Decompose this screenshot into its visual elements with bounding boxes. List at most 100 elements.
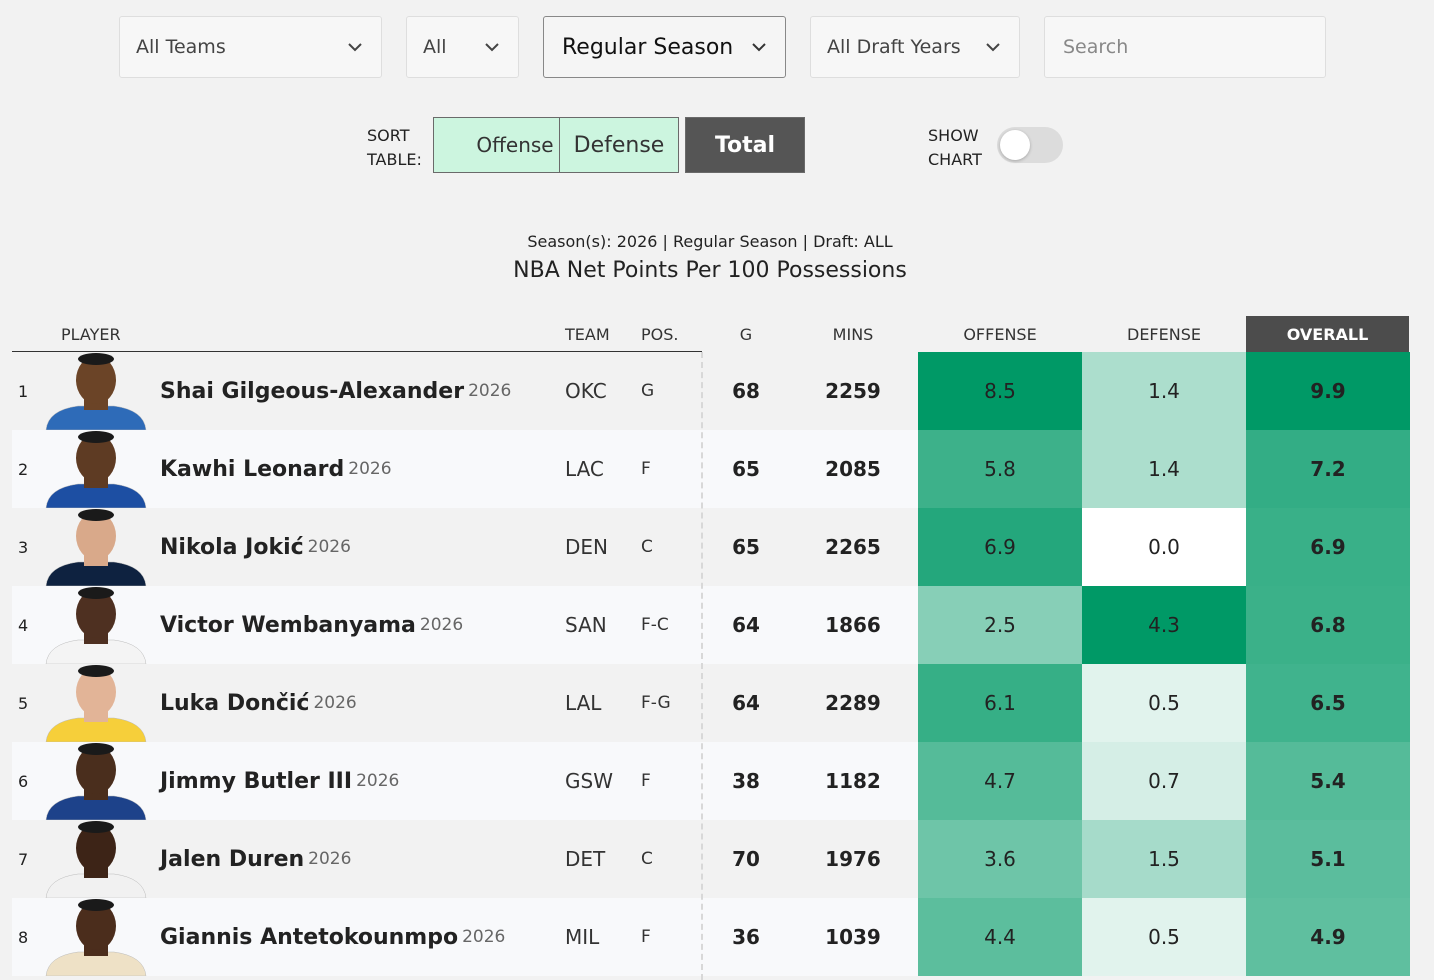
team-filter[interactable]: All Teams xyxy=(119,16,382,78)
rank: 8 xyxy=(18,927,29,947)
rank: 1 xyxy=(18,381,29,401)
position-filter[interactable]: All xyxy=(406,16,519,78)
table-row[interactable]: 8 Giannis Antetokounmpo 2026 MIL F 36 10… xyxy=(12,898,1410,976)
player-year: 2026 xyxy=(462,927,506,947)
overall-value: 6.9 xyxy=(1246,508,1410,586)
player-name[interactable]: Luka Dončić xyxy=(160,690,310,716)
team: DET xyxy=(565,847,606,871)
player-name-cell[interactable]: Shai Gilgeous-Alexander 2026 xyxy=(160,352,511,430)
col-pos[interactable]: POS. xyxy=(641,324,679,344)
col-overall[interactable]: OVERALL xyxy=(1246,316,1409,352)
season-type-filter[interactable]: Regular Season xyxy=(543,16,786,78)
minutes: 1976 xyxy=(825,847,881,871)
player-year: 2026 xyxy=(468,381,512,401)
minutes: 2289 xyxy=(825,691,881,715)
player-name[interactable]: Nikola Jokić xyxy=(160,534,304,560)
draft-filter[interactable]: All Draft Years xyxy=(810,16,1020,78)
player-name-cell[interactable]: Kawhi Leonard 2026 xyxy=(160,430,392,508)
sort-total-button[interactable]: Total xyxy=(685,117,805,173)
player-headshot xyxy=(38,352,154,430)
games: 70 xyxy=(732,847,760,871)
defense-value: 0.0 xyxy=(1082,508,1246,586)
team: MIL xyxy=(565,925,600,949)
season-type-filter-value: Regular Season xyxy=(562,34,734,60)
minutes: 1182 xyxy=(825,769,881,793)
show-chart-label: SHOW CHART xyxy=(928,126,982,169)
overall-value: 6.5 xyxy=(1246,664,1410,742)
defense-value: 0.7 xyxy=(1082,742,1246,820)
player-name[interactable]: Jimmy Butler III xyxy=(160,768,353,794)
defense-value: 1.4 xyxy=(1082,430,1246,508)
col-g[interactable]: G xyxy=(739,324,753,344)
team-filter-value: All Teams xyxy=(136,36,226,58)
player-headshot xyxy=(38,820,154,898)
player-name[interactable]: Shai Gilgeous-Alexander xyxy=(160,378,465,404)
position: F xyxy=(641,459,651,479)
overall-value: 6.8 xyxy=(1246,586,1410,664)
table-row[interactable]: 2 Kawhi Leonard 2026 LAC F 65 2085 5.8 1… xyxy=(12,430,1410,508)
player-name-cell[interactable]: Victor Wembanyama 2026 xyxy=(160,586,463,664)
table-row[interactable]: 7 Jalen Duren 2026 DET C 70 1976 3.6 1.5… xyxy=(12,820,1410,898)
position: F xyxy=(641,927,651,947)
header-divider xyxy=(12,351,702,352)
position-filter-value: All xyxy=(423,36,447,58)
col-player[interactable]: PLAYER xyxy=(61,324,121,344)
games: 64 xyxy=(732,691,760,715)
overall-value: 4.9 xyxy=(1246,898,1410,976)
rank: 3 xyxy=(18,537,29,557)
player-headshot xyxy=(38,430,154,508)
player-name[interactable]: Jalen Duren xyxy=(160,846,305,872)
player-year: 2026 xyxy=(356,771,400,791)
col-defense[interactable]: DEFENSE xyxy=(1127,324,1201,344)
overall-value: 9.9 xyxy=(1246,352,1410,430)
col-mins[interactable]: MINS xyxy=(832,324,874,344)
player-name-cell[interactable]: Luka Dončić 2026 xyxy=(160,664,357,742)
player-name-cell[interactable]: Giannis Antetokounmpo 2026 xyxy=(160,898,505,976)
games: 36 xyxy=(732,925,760,949)
search-input[interactable]: Search xyxy=(1044,16,1326,78)
position: F-C xyxy=(641,615,669,635)
table-title: NBA Net Points Per 100 Possessions xyxy=(513,258,907,283)
sort-defense-button[interactable]: Defense xyxy=(559,117,679,173)
player-year: 2026 xyxy=(308,849,352,869)
offense-value: 8.5 xyxy=(918,352,1082,430)
chevron-down-icon xyxy=(485,43,499,52)
player-name[interactable]: Victor Wembanyama xyxy=(160,612,416,638)
table-row[interactable]: 6 Jimmy Butler III 2026 GSW F 38 1182 4.… xyxy=(12,742,1410,820)
col-offense[interactable]: OFFENSE xyxy=(963,324,1037,344)
player-name-cell[interactable]: Jalen Duren 2026 xyxy=(160,820,351,898)
chevron-down-icon xyxy=(986,43,1000,52)
minutes: 2085 xyxy=(825,457,881,481)
team: DEN xyxy=(565,535,608,559)
overall-value: 7.2 xyxy=(1246,430,1410,508)
player-name-cell[interactable]: Jimmy Butler III 2026 xyxy=(160,742,399,820)
player-headshot xyxy=(38,508,154,586)
team: SAN xyxy=(565,613,607,637)
player-year: 2026 xyxy=(419,615,464,635)
table-row[interactable]: 1 Shai Gilgeous-Alexander 2026 OKC G 68 … xyxy=(12,352,1410,430)
player-headshot xyxy=(38,898,154,976)
player-headshot xyxy=(38,742,154,820)
defense-value: 0.5 xyxy=(1082,898,1246,976)
player-name[interactable]: Giannis Antetokounmpo xyxy=(160,924,459,950)
table-row[interactable]: 3 Nikola Jokić 2026 DEN C 65 2265 6.9 0.… xyxy=(12,508,1410,586)
position: G xyxy=(641,381,655,401)
minutes: 1866 xyxy=(825,613,881,637)
rank: 5 xyxy=(18,693,29,713)
games: 64 xyxy=(732,613,760,637)
team: LAL xyxy=(565,691,602,715)
player-name[interactable]: Kawhi Leonard xyxy=(160,456,345,482)
offense-value: 4.7 xyxy=(918,742,1082,820)
col-team[interactable]: TEAM xyxy=(565,324,610,344)
team: OKC xyxy=(565,379,607,403)
player-name-cell[interactable]: Nikola Jokić 2026 xyxy=(160,508,351,586)
show-chart-toggle[interactable] xyxy=(997,127,1063,163)
player-year: 2026 xyxy=(307,537,351,557)
position: F-G xyxy=(641,693,671,713)
defense-value: 1.4 xyxy=(1082,352,1246,430)
table-row[interactable]: 4 Victor Wembanyama 2026 SAN F-C 64 1866… xyxy=(12,586,1410,664)
table-row[interactable]: 5 Luka Dončić 2026 LAL F-G 64 2289 6.1 0… xyxy=(12,664,1410,742)
overall-value: 5.4 xyxy=(1246,742,1410,820)
defense-value: 4.3 xyxy=(1082,586,1246,664)
table-subtitle: Season(s): 2026 | Regular Season | Draft… xyxy=(527,232,893,251)
